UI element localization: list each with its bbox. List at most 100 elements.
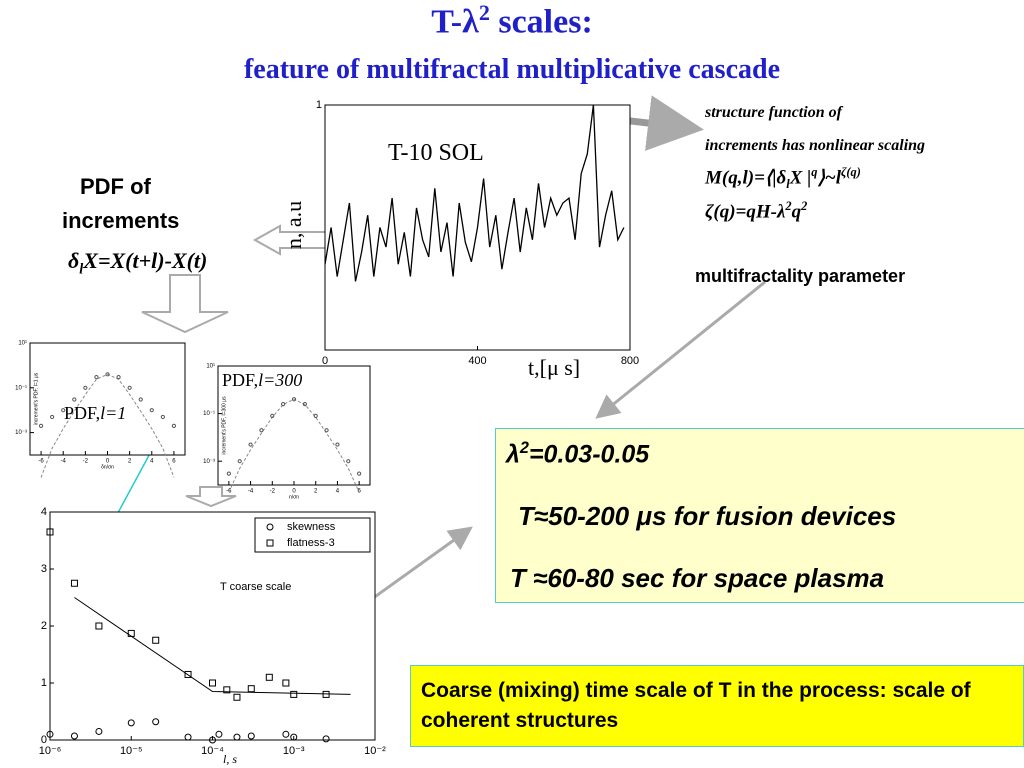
marker xyxy=(95,622,103,630)
gauss-fit xyxy=(40,373,175,478)
marker xyxy=(127,385,132,390)
subtitle: feature of multifractal multiplicative c… xyxy=(243,54,780,85)
marker xyxy=(322,690,330,698)
marker xyxy=(223,686,231,694)
marker xyxy=(105,372,110,377)
x-tick-label: -2 xyxy=(270,489,276,495)
marker xyxy=(184,733,192,741)
pdf-label: increments xyxy=(62,208,180,233)
legend-marker xyxy=(266,539,274,547)
marker xyxy=(281,402,286,407)
title: T-λ2 scales: xyxy=(431,0,593,41)
marker xyxy=(149,408,154,413)
marker xyxy=(270,413,275,419)
marker xyxy=(94,375,99,380)
chart-label: PDF,l=300 xyxy=(222,370,303,390)
pdf-label: PDF of xyxy=(80,174,151,199)
marker xyxy=(61,408,66,413)
x-tick-label: 800 xyxy=(621,355,639,367)
y-tick-label: 1 xyxy=(41,677,47,689)
arrow xyxy=(185,486,237,508)
marker xyxy=(233,733,241,741)
marker xyxy=(72,397,77,402)
result-line: λ2=0.03-0.05 xyxy=(506,439,650,469)
legend xyxy=(254,517,371,553)
legend-label: skewness xyxy=(287,521,336,533)
x-tick-label: 10⁻⁶ xyxy=(39,745,62,757)
marker xyxy=(247,685,255,693)
marker xyxy=(290,690,298,698)
y-axis-label: increment's PDF, l=1 μs xyxy=(33,372,39,425)
marker xyxy=(127,719,135,727)
y-tick-label: 0 xyxy=(41,734,47,746)
chart-label: T-10 SOL xyxy=(388,140,484,166)
arrow xyxy=(252,224,340,256)
marker xyxy=(248,442,253,447)
zeta-formula: ζ(q)=qH-λ2q2 xyxy=(705,199,808,223)
pdf-formula: δlX=X(t+l)-X(t) xyxy=(68,248,208,278)
marker xyxy=(209,679,216,687)
x-axis-label: l, s xyxy=(223,752,237,766)
plot-frame xyxy=(29,342,186,456)
x-tick-label: 4 xyxy=(336,489,340,495)
x-tick-label: 6 xyxy=(172,459,176,465)
x-tick-label: -6 xyxy=(38,459,44,465)
marker xyxy=(346,459,351,464)
multifractality-label: multifractality parameter xyxy=(695,266,906,286)
x-tick-label: -2 xyxy=(83,459,89,465)
x-tick-label: 10⁻² xyxy=(364,745,386,757)
marker xyxy=(38,423,44,428)
y-tick-label: 10¹ xyxy=(206,364,215,370)
marker xyxy=(313,413,318,419)
marker xyxy=(138,397,143,402)
plot-frame xyxy=(217,365,371,486)
x-tick-label: 0 xyxy=(322,355,328,367)
marker xyxy=(322,735,330,743)
marker xyxy=(50,414,55,420)
x-tick-label: 6 xyxy=(357,489,361,495)
marker xyxy=(152,636,160,644)
marker xyxy=(282,730,290,738)
y-tick-label: 2 xyxy=(41,620,47,632)
chart-label: PDF,l=1 xyxy=(64,403,127,423)
marker xyxy=(46,528,54,536)
x-tick-label: 2 xyxy=(314,489,318,495)
signal-line xyxy=(324,104,625,282)
legend-label: flatness-3 xyxy=(287,537,335,549)
marker xyxy=(116,375,121,380)
marker xyxy=(70,732,78,740)
marker xyxy=(70,579,78,587)
arrow xyxy=(595,280,766,419)
x-tick-label: 10⁻³ xyxy=(283,745,305,757)
marker xyxy=(302,402,307,407)
x-tick-label: 10⁻⁴ xyxy=(201,745,224,757)
marker xyxy=(171,423,177,428)
x-tick-label: -4 xyxy=(61,459,67,465)
y-tick-label: 10⁻¹ xyxy=(15,385,27,391)
annotation: T coarse scale xyxy=(220,581,291,593)
y-tick-label: 10⁻³ xyxy=(203,459,215,465)
marker xyxy=(357,471,362,476)
marker xyxy=(237,459,242,464)
x-tick-label: 0 xyxy=(292,489,296,495)
marker xyxy=(282,679,290,687)
marker xyxy=(46,730,54,738)
marker xyxy=(127,629,135,637)
marker xyxy=(335,442,340,447)
marker xyxy=(290,733,298,741)
result-line: T≈50-200 μs for fusion devices xyxy=(518,501,897,531)
marker xyxy=(209,736,216,744)
arrow xyxy=(141,274,229,334)
marker xyxy=(259,428,264,433)
marker xyxy=(247,732,255,740)
marker xyxy=(95,727,103,735)
marker xyxy=(265,673,273,681)
x-tick-label: 4 xyxy=(150,459,154,465)
marker xyxy=(152,718,160,726)
x-tick-label: 400 xyxy=(468,355,486,367)
marker xyxy=(215,730,223,738)
conclusion-text: Coarse (mixing) time scale of T in the p… xyxy=(421,679,971,732)
marker xyxy=(324,428,329,433)
conclusion-box: Coarse (mixing) time scale of T in the p… xyxy=(410,665,1024,747)
